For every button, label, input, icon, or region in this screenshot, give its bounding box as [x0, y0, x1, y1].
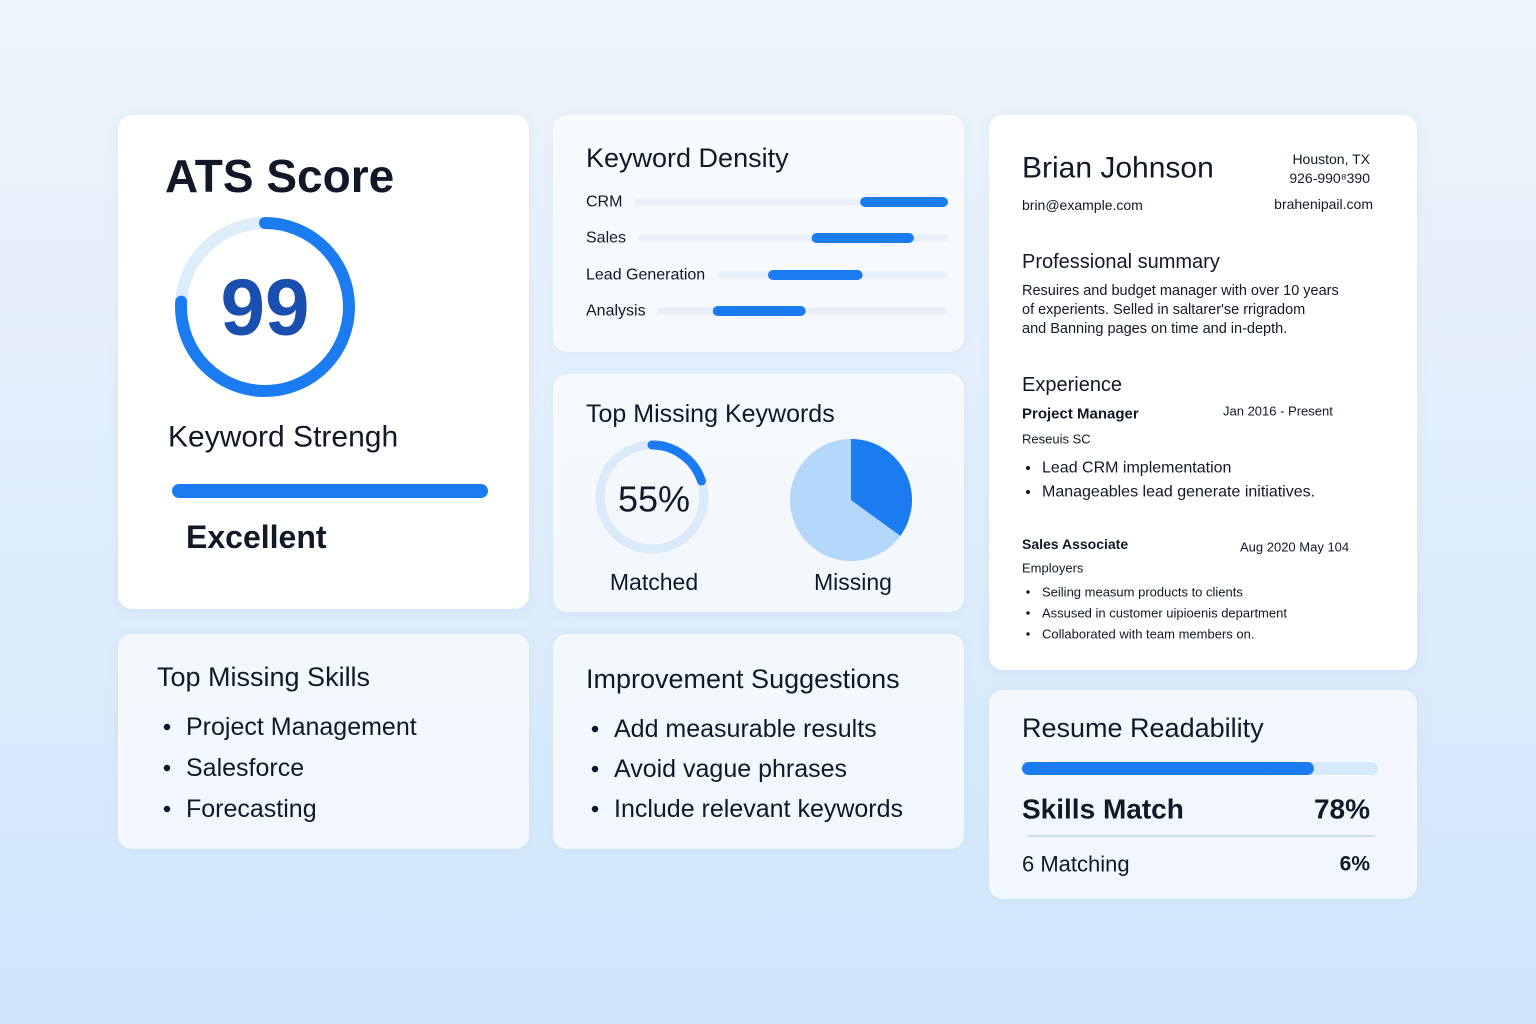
- missing-keywords-title: Top Missing Keywords: [586, 400, 835, 428]
- summary-line: and Banning pages on time and in-depth.: [1022, 321, 1287, 337]
- job-role: Project Manager: [1022, 406, 1139, 423]
- density-card: [553, 115, 964, 352]
- matching-value: 6%: [1340, 853, 1371, 876]
- job-bullet: Seiling measum products to clients: [1042, 585, 1243, 600]
- missing-label: Missing: [814, 569, 892, 595]
- skills-match-label: Skills Match: [1022, 794, 1184, 825]
- resume-email: brin@example.com: [1022, 197, 1143, 213]
- skills-match-value: 78%: [1314, 794, 1370, 825]
- keyword-label: CRM: [586, 194, 622, 211]
- skills-title: Top Missing Skills: [157, 662, 370, 692]
- strength-bar: [172, 484, 488, 498]
- score-ring: [175, 217, 355, 397]
- suggestions-title: Improvement Suggestions: [586, 664, 900, 694]
- resume-location: Houston, TX: [1292, 151, 1370, 167]
- readability-bar: [1022, 762, 1314, 775]
- suggestions-card: [553, 634, 964, 849]
- bullet: [1025, 465, 1031, 471]
- readability-card: [989, 690, 1417, 899]
- summary-title: Professional summary: [1022, 251, 1220, 273]
- summary-line: of experients. Selled in saltarer'se rri…: [1022, 302, 1305, 318]
- bullet: [1026, 611, 1030, 615]
- job-bullet: Collaborated with team members on.: [1042, 627, 1254, 642]
- matched-label: Matched: [610, 569, 698, 595]
- bullet: [1026, 632, 1030, 636]
- skills-card: [118, 634, 529, 849]
- keyword-bar: [811, 233, 914, 243]
- suggestion-item: Include relevant keywords: [614, 795, 903, 823]
- bullet: [163, 764, 171, 772]
- keyword-label: Analysis: [586, 303, 646, 320]
- job-dates: Aug 2020 May 104: [1240, 540, 1349, 555]
- resume-name: Brian Johnson: [1022, 152, 1214, 185]
- bullet: [1025, 489, 1031, 495]
- skill-item: Forecasting: [186, 795, 317, 823]
- ats-score: 99: [221, 263, 310, 352]
- suggestion-item: Add measurable results: [614, 715, 877, 743]
- bullet: [591, 725, 599, 733]
- missing-slice: [851, 439, 912, 536]
- bullet: [591, 765, 599, 773]
- job-dates: Jan 2016 - Present: [1223, 404, 1333, 419]
- bullet: [1026, 590, 1030, 594]
- skill-item: Project Management: [186, 713, 417, 741]
- job-company: Employers: [1022, 561, 1084, 576]
- resume-card: [989, 115, 1417, 670]
- job-bullet: Assused in customer uipioenis department: [1042, 606, 1287, 621]
- job-bullet: Manageables lead generate initiatives.: [1042, 484, 1315, 501]
- job-company: Reseuis SC: [1022, 432, 1091, 447]
- suggestion-item: Avoid vague phrases: [614, 755, 847, 783]
- matched-value: 55%: [618, 479, 690, 520]
- ats-title: ATS Score: [165, 150, 394, 202]
- experience-title: Experience: [1022, 374, 1122, 396]
- job-bullet: Lead CRM implementation: [1042, 460, 1231, 477]
- skill-item: Salesforce: [186, 754, 304, 782]
- matched-arc: [595, 440, 709, 554]
- keyword-bar: [860, 197, 948, 207]
- readability-title: Resume Readability: [1022, 713, 1264, 743]
- bullet: [163, 723, 171, 731]
- rating: Excellent: [186, 519, 327, 555]
- bullet: [591, 805, 599, 813]
- keyword-label: Sales: [586, 230, 626, 247]
- summary-line: Resuires and budget manager with over 10…: [1022, 283, 1339, 299]
- keyword-bar: [712, 306, 806, 316]
- density-title: Keyword Density: [586, 143, 789, 173]
- resume-website: brahenipail.com: [1274, 196, 1373, 212]
- job-role: Sales Associate: [1022, 536, 1128, 552]
- resume-phone: 926-990⁸390: [1289, 170, 1370, 186]
- keyword-bar: [767, 270, 863, 280]
- keyword-label: Lead Generation: [586, 267, 705, 284]
- bullet: [163, 805, 171, 813]
- strength-label: Keyword Strengh: [168, 421, 398, 454]
- matching-label: 6 Matching: [1022, 852, 1130, 877]
